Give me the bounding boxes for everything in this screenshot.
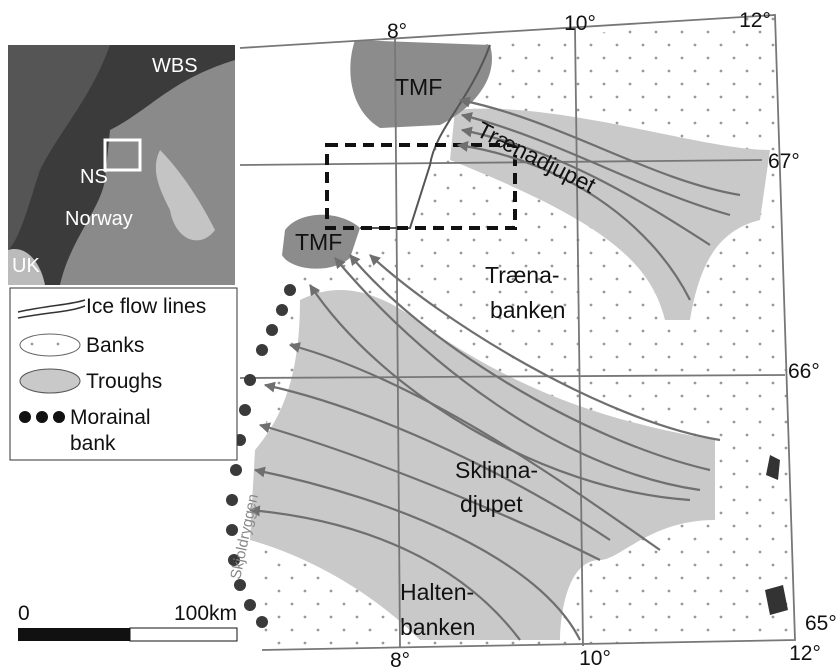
map-label: TMF bbox=[295, 229, 342, 255]
lat-label: 67° bbox=[768, 150, 800, 173]
lon-label: 12° bbox=[789, 642, 821, 665]
lon-label: 10° bbox=[579, 647, 611, 670]
legend-label: Troughs bbox=[86, 370, 162, 393]
lat-label: 66° bbox=[788, 360, 820, 383]
map-figure: 8° 10° 12° 67° 66° 65° 8° 10° 12° TMF TM… bbox=[0, 0, 839, 670]
inset-map: WBS NS Norway UK bbox=[8, 45, 235, 285]
inset-label: NS bbox=[80, 166, 108, 188]
map-label: TMF bbox=[395, 74, 442, 100]
map-label: banken bbox=[490, 297, 565, 323]
scale-label: 100km bbox=[174, 602, 237, 625]
legend-label: Ice flow lines bbox=[86, 295, 206, 318]
map-label: Halten- bbox=[400, 579, 474, 605]
legend-label: Morainal bbox=[70, 406, 151, 429]
legend-label: bank bbox=[70, 432, 116, 455]
inset-label: WBS bbox=[152, 55, 198, 77]
map-label: banken bbox=[400, 614, 475, 640]
inset-label: Norway bbox=[65, 208, 133, 230]
map-label: Sklinna- bbox=[455, 457, 538, 483]
lon-label: 8° bbox=[387, 20, 407, 43]
legend-label: Banks bbox=[86, 334, 144, 357]
inset-label: UK bbox=[12, 255, 40, 277]
scale-label: 0 bbox=[18, 602, 30, 625]
lat-label: 65° bbox=[805, 612, 837, 635]
lon-label: 8° bbox=[390, 649, 410, 670]
lon-label: 12° bbox=[739, 9, 771, 32]
map-label: Træna- bbox=[485, 262, 560, 288]
lon-label: 10° bbox=[564, 12, 596, 35]
legend: Ice flow lines Banks Troughs Morainal ba… bbox=[10, 288, 237, 460]
scale-bar: 0 100km bbox=[18, 602, 237, 641]
map-label: djupet bbox=[460, 491, 523, 517]
